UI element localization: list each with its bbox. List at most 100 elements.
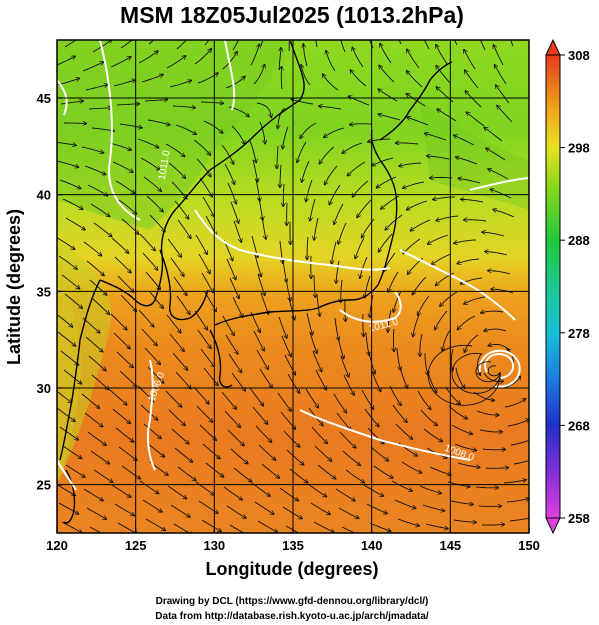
streamline-arrow [222, 52, 237, 70]
streamline-arrow [311, 426, 327, 443]
streamline-arrow [399, 162, 422, 166]
streamline-arrow [118, 446, 137, 460]
streamline-arrow [225, 334, 238, 354]
streamline-arrow [146, 442, 165, 457]
streamline-arrow [482, 232, 505, 237]
streamline-arrow [165, 390, 182, 407]
streamline-arrow [305, 388, 318, 408]
streamline-arrow [114, 503, 134, 516]
streamline-arrow [138, 51, 158, 64]
colorbar-tick-label: 308 [568, 48, 590, 63]
streamline-arrow [418, 295, 430, 315]
streamline-arrow [255, 425, 272, 442]
streamline-arrow [326, 51, 336, 72]
streamline-arrow [378, 89, 398, 102]
streamline-arrow [90, 203, 110, 216]
streamline-arrow [309, 331, 317, 353]
streamline-arrow [118, 199, 137, 214]
streamline-arrow [480, 40, 486, 51]
streamline-arrow [86, 507, 106, 519]
streamline-arrow [422, 504, 445, 511]
streamline-arrow [325, 165, 338, 185]
streamline-arrow [252, 159, 258, 182]
grid [57, 40, 529, 533]
streamline-arrow [224, 163, 235, 184]
contour-mid [194, 209, 391, 271]
streamline-arrow [373, 465, 393, 478]
streamline-arrow [173, 523, 193, 533]
streamline-arrow [485, 252, 508, 256]
colorbar-tick-label: 298 [568, 141, 590, 156]
colorbar-min-triangle [545, 517, 561, 535]
streamline-arrow [486, 148, 506, 161]
streamline-arrow [340, 40, 346, 53]
streamline-arrow [427, 371, 437, 393]
streamline-arrow [450, 500, 473, 504]
streamline-arrow [454, 443, 476, 450]
streamline-arrow [392, 404, 407, 422]
streamline-arrow [89, 279, 107, 295]
streamline-arrow [258, 444, 276, 460]
coastline-continent [99, 40, 305, 307]
streamline-arrow [194, 49, 211, 65]
streamline-arrow [222, 315, 234, 335]
streamline-arrow [115, 427, 134, 442]
streamline-arrow [363, 484, 384, 496]
streamline-arrow [175, 371, 191, 389]
streamline-arrow [57, 390, 72, 403]
coastline-kyushu [209, 329, 233, 388]
streamline-arrow [91, 374, 109, 390]
streamline-arrow [488, 169, 509, 180]
streamline-arrow [91, 127, 114, 131]
contour-southwest [57, 459, 77, 491]
streamline-arrow [176, 40, 187, 50]
streamline-arrow [139, 233, 155, 251]
streamline-arrow [174, 200, 189, 219]
streamline-arrow [170, 504, 190, 517]
contour-label: 1011.0 [157, 149, 173, 181]
streamline-arrow [403, 181, 425, 188]
streamline-arrow [350, 124, 373, 125]
colorbar-max-triangle [545, 38, 561, 56]
streamline-arrow [93, 222, 112, 237]
streamline-arrow [300, 122, 317, 138]
streamline-arrow [369, 522, 391, 531]
streamline-arrow [481, 524, 504, 525]
streamline-arrow [473, 391, 494, 401]
streamline-arrow [57, 56, 75, 66]
streamline-arrow [58, 502, 79, 514]
streamline-arrow [230, 448, 248, 464]
streamline-arrow [284, 354, 295, 375]
streamline-arrow [513, 460, 529, 465]
streamline-arrow [442, 329, 451, 351]
streamline-arrow [297, 141, 307, 162]
streamline-arrow [288, 297, 295, 320]
streamline-arrow [172, 352, 188, 370]
streamline-arrow [413, 314, 420, 337]
streamline-arrow [169, 80, 191, 88]
streamline-arrow [121, 465, 140, 479]
streamline-arrow [117, 275, 134, 292]
streamline-arrow [307, 483, 327, 497]
streamline-arrow [57, 331, 76, 346]
streamline-arrow [194, 310, 207, 330]
streamline-arrow [57, 237, 75, 249]
streamline-arrow [424, 353, 428, 375]
streamline-arrow [455, 367, 465, 388]
streamline-arrow [137, 138, 159, 148]
streamline-arrow [360, 256, 368, 278]
streamline-arrow [85, 336, 103, 352]
streamline-arrow [256, 102, 271, 118]
streamline-arrow [425, 523, 448, 529]
streamline-arrow [84, 165, 106, 175]
streamline-arrow [401, 461, 422, 473]
streamline-arrow [117, 522, 138, 533]
streamline-arrow [197, 73, 218, 84]
streamline-arrow [407, 117, 429, 126]
x-tick-labels: 120 125 130 135 140 145 150 [46, 527, 540, 553]
streamline-arrow [435, 310, 448, 330]
streamline-arrow [82, 62, 104, 72]
streamline-arrow [141, 328, 157, 346]
contour-north [99, 40, 141, 221]
land-shade-north [57, 40, 290, 230]
